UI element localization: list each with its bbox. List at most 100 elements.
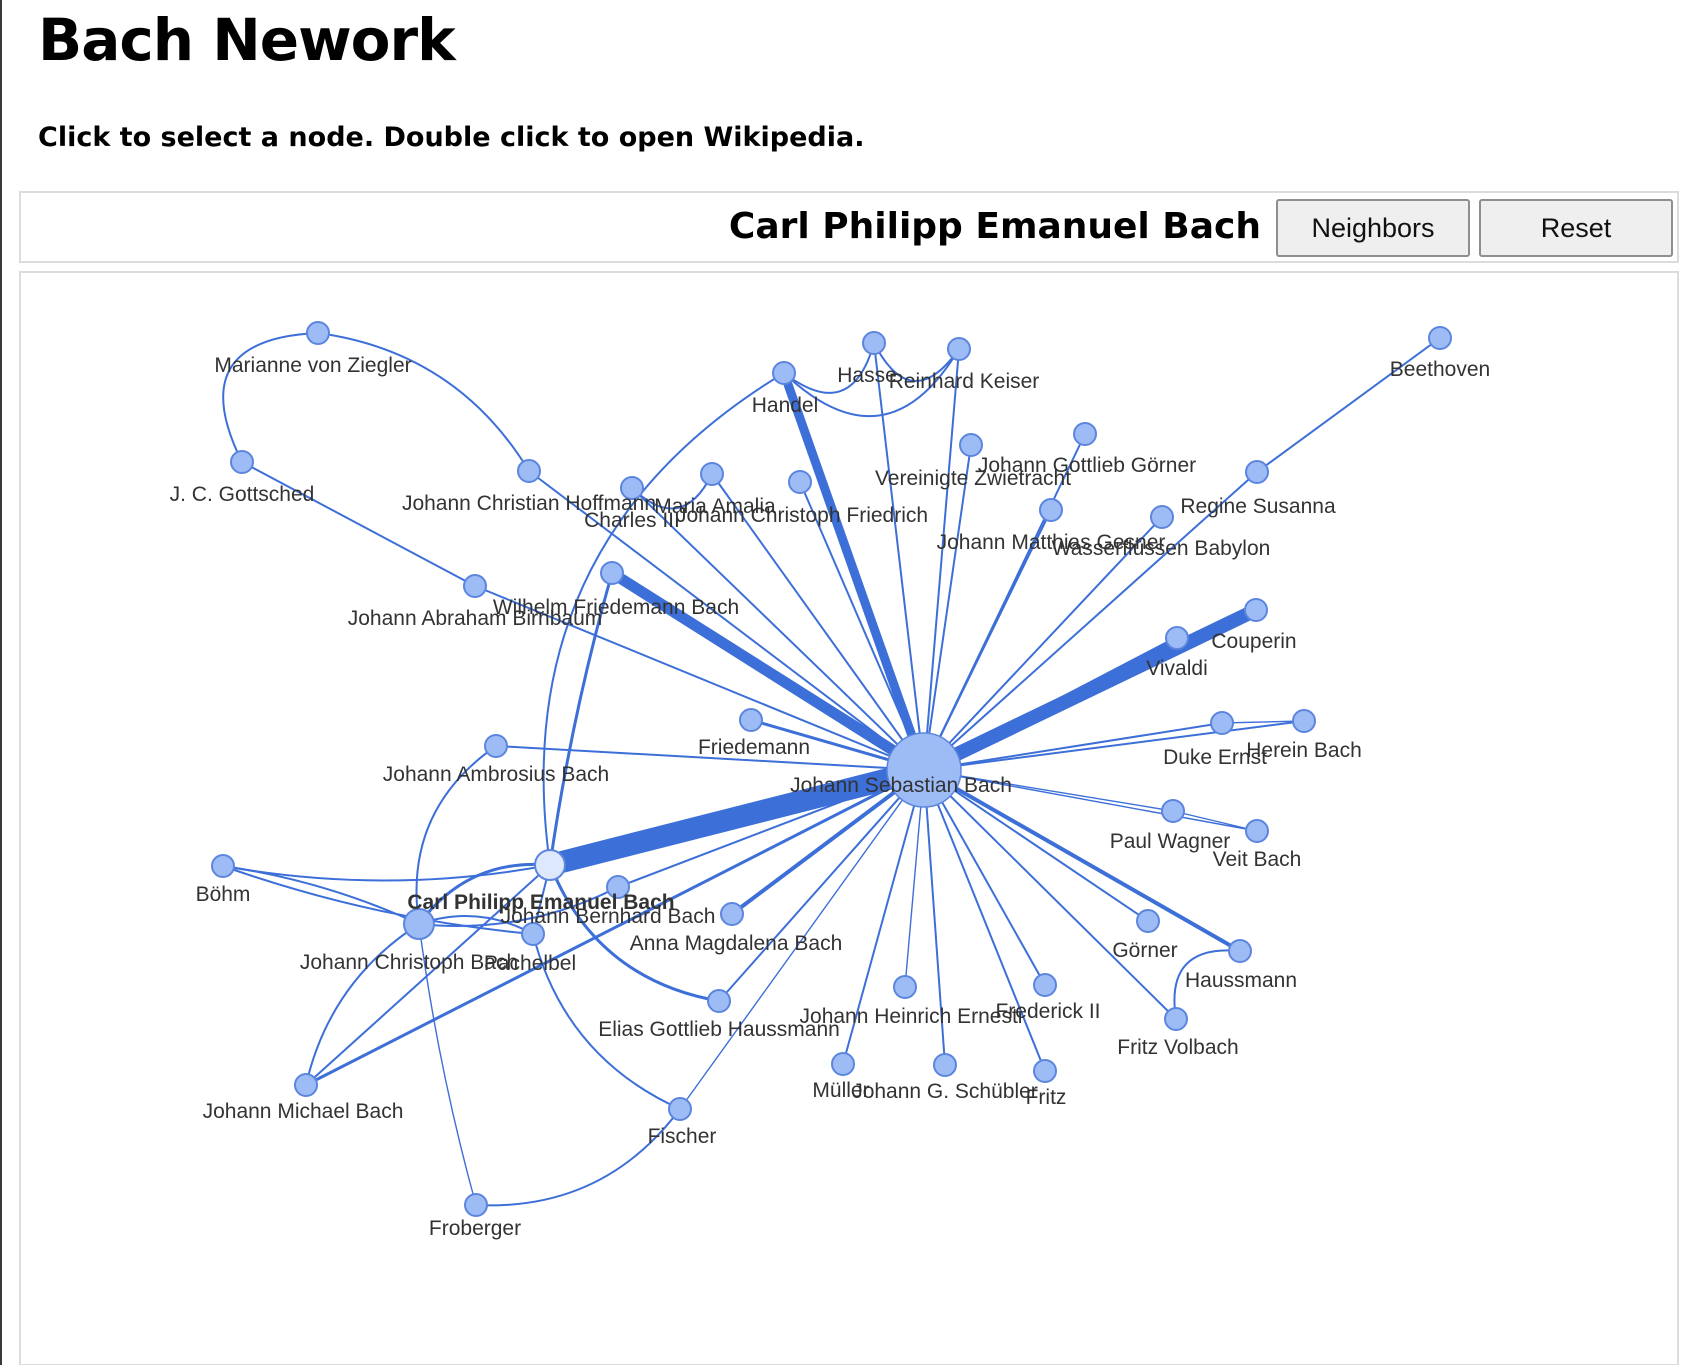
node-egh[interactable]	[707, 989, 731, 1013]
node-label-vivaldi: Vivaldi	[1146, 657, 1207, 680]
node-jsb[interactable]	[886, 732, 962, 808]
network-graph[interactable]: Johann Sebastian Bach Carl Philipp Emanue…	[21, 273, 1677, 1364]
edge-jsb-charles	[631, 487, 925, 771]
node-label-froberger: Froberger	[429, 1217, 521, 1240]
network-graph-panel[interactable]: Johann Sebastian Bach Carl Philipp Emanue…	[19, 271, 1679, 1365]
node-wfb[interactable]	[600, 561, 624, 585]
node-anna[interactable]	[720, 902, 744, 926]
edge-cpe-egh	[548, 863, 721, 1003]
node-hoffmann[interactable]	[517, 459, 541, 483]
node-ambrosius[interactable]	[484, 734, 508, 758]
labels-layer: Johann Sebastian Bach Carl Philipp Emanue…	[170, 354, 1491, 1240]
node-bohm[interactable]	[211, 854, 235, 878]
edge-jsb-gesner	[923, 509, 1052, 771]
node-frederick[interactable]	[1033, 973, 1057, 997]
edge-jsb-gorner	[923, 769, 1149, 922]
node-amalia[interactable]	[700, 462, 724, 486]
node-veit[interactable]	[1245, 819, 1269, 843]
edge-jsb-herein	[923, 720, 1305, 771]
edge-jsb-fritz	[923, 769, 1046, 1072]
node-vivaldi[interactable]	[1165, 626, 1189, 650]
node-label-herein: Herein Bach	[1246, 739, 1362, 762]
node-friedemann[interactable]	[739, 708, 763, 732]
edge-haussmann-volbach	[1173, 949, 1241, 1020]
node-label-hoffmann: Johann Christian Hoffmann	[402, 492, 656, 515]
node-label-vereinigte: Vereinigte Zwietracht	[875, 467, 1071, 490]
edge-jsb-birnbaum	[474, 585, 925, 771]
selected-node-label: Carl Philipp Emanuel Bach	[728, 206, 1261, 247]
node-jcb[interactable]	[403, 908, 435, 940]
edge-jsb-frederick	[923, 769, 1046, 986]
edge-jsb-vereinigte	[923, 444, 972, 771]
edge-jsb-volbach	[923, 769, 1177, 1020]
node-muller[interactable]	[831, 1052, 855, 1076]
neighbors-button[interactable]: Neighbors	[1276, 199, 1470, 257]
node-label-babylon: Wasserflüssen Babylon	[1052, 537, 1271, 560]
node-ziegler[interactable]	[306, 321, 330, 345]
node-pachelbel[interactable]	[521, 922, 545, 946]
node-label-beethoven: Beethoven	[1390, 358, 1490, 381]
node-regine[interactable]	[1245, 460, 1269, 484]
instructions-text: Click to select a node. Double click to …	[38, 122, 865, 153]
node-beethoven[interactable]	[1428, 326, 1452, 350]
node-handel[interactable]	[772, 361, 796, 385]
page-left-border	[0, 0, 2, 1365]
node-vereinigte[interactable]	[959, 433, 983, 457]
node-jmb[interactable]	[294, 1073, 318, 1097]
node-fritz[interactable]	[1033, 1059, 1057, 1083]
node-couperin[interactable]	[1244, 598, 1268, 622]
node-hasse[interactable]	[862, 331, 886, 355]
node-label-gesner: Johann Matthias Gesner	[937, 531, 1166, 554]
node-gorner_jg[interactable]	[1073, 422, 1097, 446]
selection-toolbar: Carl Philipp Emanuel Bach Neighbors Rese…	[19, 191, 1679, 263]
node-paul[interactable]	[1161, 799, 1185, 823]
node-label-volbach: Fritz Volbach	[1117, 1036, 1238, 1059]
node-ernesti[interactable]	[893, 975, 917, 999]
edge-jsb-duke	[923, 722, 1223, 771]
node-herein[interactable]	[1292, 709, 1316, 733]
node-cpe[interactable]	[534, 849, 566, 881]
edge-jsb-hoffmann	[528, 470, 925, 771]
node-gorner[interactable]	[1136, 909, 1160, 933]
node-haussmann[interactable]	[1228, 939, 1252, 963]
node-label-cpe: Carl Philipp Emanuel Bach	[407, 891, 674, 914]
reset-button[interactable]: Reset	[1479, 199, 1673, 257]
edge-jsb-haussmann	[922, 768, 1242, 953]
node-label-ziegler: Marianne von Ziegler	[214, 354, 411, 377]
node-label-muller: Müller	[812, 1079, 869, 1102]
edge-jsb-regine	[923, 471, 1258, 771]
node-label-jcb: Johann Christoph Bach	[300, 951, 518, 974]
node-label-friedemann: Friedemann	[698, 736, 810, 759]
node-fischer[interactable]	[668, 1097, 692, 1121]
node-birnbaum[interactable]	[463, 574, 487, 598]
edge-jcb-jmb	[305, 923, 420, 1086]
node-keiser[interactable]	[947, 337, 971, 361]
edge-jsb-keiser	[923, 348, 960, 771]
edge-bohm-jcb	[222, 865, 420, 925]
node-label-gottsched: J. C. Gottsched	[170, 483, 315, 506]
edge-handel-hasse	[783, 342, 875, 394]
node-label-amalia: Maria Amalia	[654, 495, 776, 518]
node-duke[interactable]	[1210, 711, 1234, 735]
node-babylon[interactable]	[1150, 505, 1174, 529]
node-jbb[interactable]	[606, 875, 630, 899]
node-gottsched[interactable]	[230, 450, 254, 474]
edge-fischer-froberger	[475, 1108, 681, 1207]
node-jcf[interactable]	[788, 470, 812, 494]
edge-hasse-keiser	[873, 342, 960, 382]
node-label-birnbaum: Johann Abraham Birnbaum	[348, 607, 603, 630]
edge-jsb-veit	[923, 769, 1258, 832]
edge-jsb-ambrosius	[495, 745, 925, 771]
node-froberger[interactable]	[464, 1193, 488, 1217]
node-schubler[interactable]	[933, 1053, 957, 1077]
node-charles[interactable]	[620, 476, 644, 500]
node-gesner[interactable]	[1039, 498, 1063, 522]
node-label-frederick: Frederick II	[995, 1000, 1100, 1023]
node-volbach[interactable]	[1164, 1007, 1188, 1031]
node-label-anna: Anna Magdalena Bach	[630, 932, 843, 955]
edge-jsb-paul	[923, 769, 1174, 812]
node-label-fritz: Fritz	[1026, 1086, 1067, 1109]
node-label-couperin: Couperin	[1211, 630, 1296, 653]
edge-jsb-babylon	[923, 516, 1163, 771]
edge-jsb-anna	[730, 768, 926, 916]
